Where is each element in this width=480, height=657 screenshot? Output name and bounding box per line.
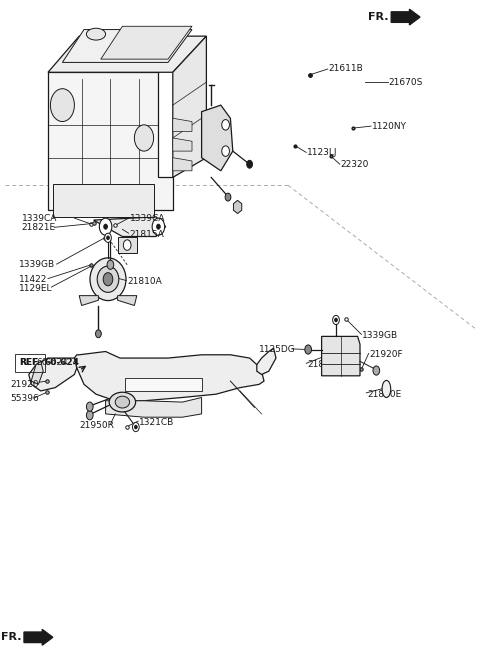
Text: 1129EL: 1129EL bbox=[19, 284, 53, 293]
Circle shape bbox=[134, 125, 154, 151]
Circle shape bbox=[123, 240, 131, 250]
FancyArrow shape bbox=[391, 9, 420, 25]
Circle shape bbox=[86, 402, 93, 411]
Polygon shape bbox=[125, 378, 202, 391]
Text: 60-624: 60-624 bbox=[45, 358, 80, 367]
Text: 1321CB: 1321CB bbox=[139, 418, 174, 427]
Circle shape bbox=[134, 425, 137, 429]
Circle shape bbox=[50, 89, 74, 122]
Text: 11422: 11422 bbox=[19, 275, 48, 284]
Circle shape bbox=[99, 218, 112, 235]
Polygon shape bbox=[31, 361, 43, 384]
Circle shape bbox=[103, 273, 113, 286]
Text: 1120NY: 1120NY bbox=[372, 122, 407, 131]
Circle shape bbox=[156, 224, 160, 229]
Polygon shape bbox=[74, 351, 264, 401]
Polygon shape bbox=[257, 348, 276, 374]
Polygon shape bbox=[48, 72, 173, 210]
Circle shape bbox=[225, 193, 231, 201]
Text: 1125DG: 1125DG bbox=[259, 345, 296, 354]
Text: 1339GB: 1339GB bbox=[362, 330, 398, 340]
Text: 1339GB: 1339GB bbox=[19, 260, 55, 269]
Text: 21950R: 21950R bbox=[79, 421, 114, 430]
Text: 21830: 21830 bbox=[307, 360, 336, 369]
Text: 21611B: 21611B bbox=[329, 64, 363, 74]
Text: REF.: REF. bbox=[19, 358, 40, 367]
Circle shape bbox=[105, 233, 111, 242]
Text: 21670S: 21670S bbox=[389, 78, 423, 87]
Text: 55396: 55396 bbox=[11, 394, 39, 403]
Polygon shape bbox=[101, 26, 192, 59]
Polygon shape bbox=[118, 237, 137, 253]
Circle shape bbox=[222, 146, 229, 156]
Text: 60-624: 60-624 bbox=[36, 358, 68, 367]
Polygon shape bbox=[48, 36, 206, 72]
Text: FR.: FR. bbox=[368, 12, 389, 22]
Ellipse shape bbox=[382, 380, 391, 397]
Polygon shape bbox=[106, 397, 202, 417]
Ellipse shape bbox=[97, 266, 119, 292]
Polygon shape bbox=[322, 336, 360, 376]
Ellipse shape bbox=[115, 396, 130, 408]
Circle shape bbox=[247, 160, 252, 168]
Text: 21815A: 21815A bbox=[130, 230, 164, 239]
Circle shape bbox=[305, 345, 312, 354]
Text: REF.: REF. bbox=[19, 358, 40, 367]
Ellipse shape bbox=[109, 392, 135, 412]
Polygon shape bbox=[118, 296, 137, 306]
Text: 21821E: 21821E bbox=[22, 223, 56, 232]
Circle shape bbox=[107, 236, 109, 240]
FancyArrow shape bbox=[24, 629, 53, 645]
Circle shape bbox=[86, 411, 93, 420]
Text: 1339CA: 1339CA bbox=[130, 214, 165, 223]
Polygon shape bbox=[173, 36, 206, 177]
Polygon shape bbox=[94, 217, 166, 237]
Circle shape bbox=[222, 120, 229, 130]
Text: 1123LJ: 1123LJ bbox=[307, 148, 338, 157]
Polygon shape bbox=[62, 30, 192, 62]
Circle shape bbox=[152, 218, 165, 235]
Polygon shape bbox=[173, 158, 192, 171]
Polygon shape bbox=[29, 358, 77, 391]
Circle shape bbox=[373, 366, 380, 375]
Text: 1339CA: 1339CA bbox=[22, 214, 57, 223]
Circle shape bbox=[96, 330, 101, 338]
Ellipse shape bbox=[90, 258, 126, 301]
Polygon shape bbox=[173, 138, 192, 151]
Text: 21920: 21920 bbox=[11, 380, 39, 389]
Polygon shape bbox=[79, 296, 98, 306]
Text: 21880E: 21880E bbox=[367, 390, 401, 399]
Polygon shape bbox=[173, 118, 192, 131]
Text: FR.: FR. bbox=[1, 632, 22, 643]
Circle shape bbox=[104, 224, 108, 229]
Ellipse shape bbox=[86, 28, 106, 40]
Text: 22320: 22320 bbox=[341, 160, 369, 169]
Text: 21920F: 21920F bbox=[370, 350, 403, 359]
Circle shape bbox=[333, 315, 339, 325]
Circle shape bbox=[107, 260, 114, 269]
Polygon shape bbox=[202, 105, 233, 171]
Text: 21810A: 21810A bbox=[127, 277, 162, 286]
Polygon shape bbox=[53, 184, 154, 217]
Circle shape bbox=[335, 318, 337, 322]
Circle shape bbox=[132, 422, 139, 432]
